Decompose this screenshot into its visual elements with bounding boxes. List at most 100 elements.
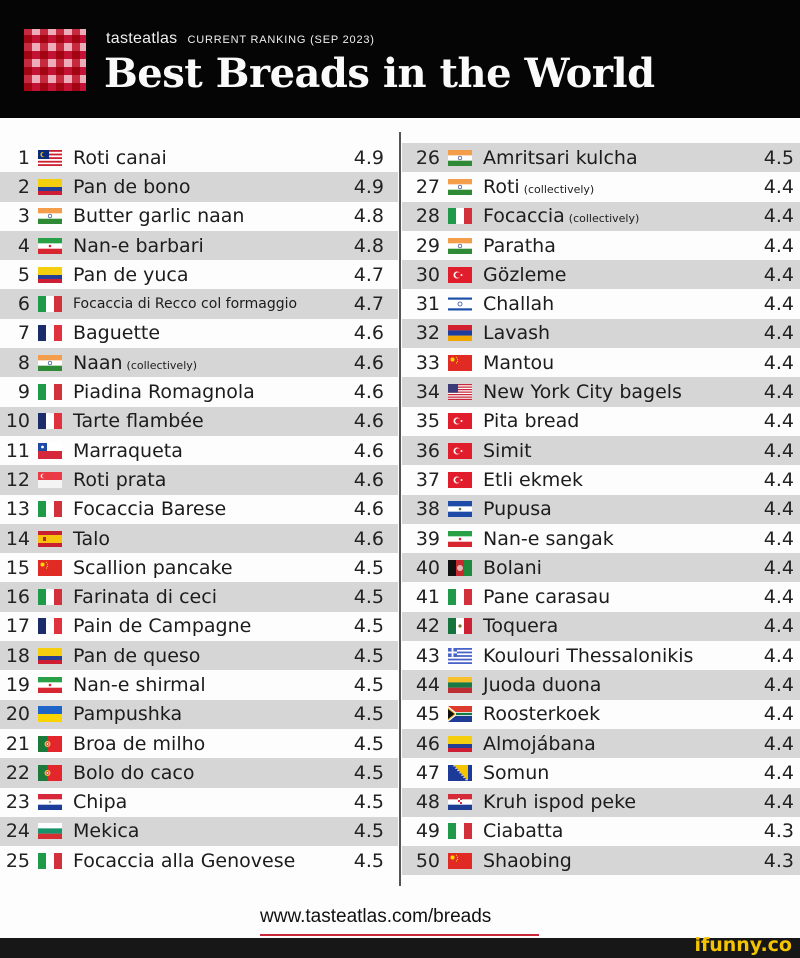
bread-name: Butter garlic naan [73,205,336,227]
bread-name-text: Marraqueta [73,439,183,462]
rank-number: 10 [5,410,30,433]
rank-number: 8 [17,351,30,374]
ranking-subtitle: CURRENT RANKING (SEP 2023) [187,34,375,46]
colombia-flag-icon [448,735,472,752]
ranking-row: 48 Kruh ispod peke 4.4 [402,787,800,817]
rank-number: 44 [415,673,440,696]
rank-number: 49 [415,820,440,843]
rating-score: 4.6 [353,498,384,521]
bread-name: Toquera [483,615,746,637]
bread-name: Pan de bono [73,176,336,198]
bread-name: Roti (collectively) [483,176,746,198]
ranking-row: 49 Ciabatta 4.3 [402,817,800,846]
lithuania-flag-icon [448,676,472,693]
rank-number: 38 [415,498,440,521]
ranking-column-left: 1 Roti canai 4.9 2 Pan de bono 4.9 3 Butter gar… [0,143,398,875]
rating-score: 4.6 [353,351,384,374]
rank-number: 47 [415,761,440,784]
ifunny-watermark: ifunny.co [694,934,792,956]
bread-name: Focaccia alla Genovese [73,850,336,872]
ranking-row: 32 Lavash 4.4 [402,318,800,349]
ranking-row: 2 Pan de bono 4.9 [0,172,398,202]
rating-score: 4.4 [763,586,794,609]
bread-name-text: Focaccia alla Genovese [73,849,296,872]
bread-name-text: Baguette [73,322,161,345]
rank-number: 7 [17,322,30,345]
italy-flag-icon [448,208,472,225]
rating-score: 4.5 [353,820,384,843]
colombia-flag-icon [38,178,62,195]
rank-number: 43 [415,644,440,667]
bread-name: Mantou [483,352,746,374]
usa-flag-icon [448,384,472,401]
bread-name: Amritsari kulcha [483,147,746,169]
ranking-row: 29 Paratha 4.4 [402,231,800,260]
bread-name: Mekica [73,820,336,842]
bread-name-text: Etli ekmek [483,468,583,491]
rating-score: 4.4 [763,791,794,814]
italy-flag-icon [38,384,62,401]
rank-number: 32 [415,322,440,345]
bread-name-text: Koulouri Thessalonikis [483,644,694,667]
ranking-row: 10 Tarte flambée 4.6 [0,406,398,436]
bread-name: Roosterkoek [483,703,746,725]
turkey-flag-icon [448,266,472,283]
bread-name: Focaccia di Recco col formaggio [73,296,336,312]
bread-name-text: Nan-e barbari [73,234,204,257]
rating-score: 4.4 [763,556,794,579]
bread-name-text: Simit [483,439,532,462]
rank-number: 37 [415,468,440,491]
bread-name-text: Pan de queso [73,644,201,667]
rank-number: 13 [5,498,30,521]
brand-line: tasteatlas CURRENT RANKING (SEP 2023) [106,30,375,48]
bread-name-text: Bolani [483,556,542,579]
source-url-link[interactable]: www.tasteatlas.com/breads [260,906,492,927]
ukraine-flag-icon [38,706,62,723]
ranking-row: 22 Bolo do caco 4.5 [0,758,398,788]
ranking-row: 13 Focaccia Barese 4.6 [0,495,398,524]
rank-number: 39 [415,527,440,550]
rank-number: 12 [5,468,30,491]
bread-name: Shaobing [483,850,746,872]
rank-number: 35 [415,410,440,433]
tasteatlas-logo-icon [24,29,86,91]
rank-number: 21 [5,732,30,755]
rating-score: 4.4 [763,293,794,316]
bread-name-text: Toquera [483,615,559,638]
ranking-row: 43 Koulouri Thessalonikis 4.4 [402,641,800,670]
rating-score: 4.5 [353,615,384,638]
portugal-flag-icon [38,764,62,781]
page-title: Best Breads in the World [104,50,655,97]
bread-name-text: Challah [483,293,555,316]
bread-name: Somun [483,762,746,784]
bread-name: Pain de Campagne [73,615,336,637]
rank-number: 36 [415,439,440,462]
rank-number: 22 [5,761,30,784]
ranking-row: 46 Almojábana 4.4 [402,728,800,759]
rating-score: 4.5 [353,556,384,579]
bread-name: Scallion pancake [73,557,336,579]
bread-name-text: Pain de Campagne [73,615,252,638]
bread-name-text: Chipa [73,791,128,814]
bread-name: Etli ekmek [483,469,746,491]
israel-flag-icon [448,296,472,313]
bread-name: Nan-e sangak [483,528,746,550]
url-underline [260,934,539,936]
bread-name-text: Pupusa [483,498,552,521]
bread-name-text: New York City bagels [483,381,682,404]
ranking-row: 12 Roti prata 4.6 [0,465,398,495]
bread-name: Ciabatta [483,820,746,842]
bread-name: Tarte flambée [73,410,336,432]
ranking-row: 15 Scallion pancake 4.5 [0,553,398,582]
rating-score: 4.4 [763,234,794,257]
bread-note: (collectively) [568,212,640,226]
ranking-row: 19 Nan-e shirmal 4.5 [0,670,398,699]
italy-flag-icon [38,501,62,518]
bread-name: Marraqueta [73,440,336,462]
bread-name: Simit [483,440,746,462]
ranking-row: 6 Focaccia di Recco col formaggio 4.7 [0,289,398,319]
bread-name: Naan (collectively) [73,352,336,374]
rating-score: 4.6 [353,410,384,433]
bread-name-text: Bolo do caco [73,761,195,784]
ranking-row: 50 Shaobing 4.3 [402,846,800,876]
